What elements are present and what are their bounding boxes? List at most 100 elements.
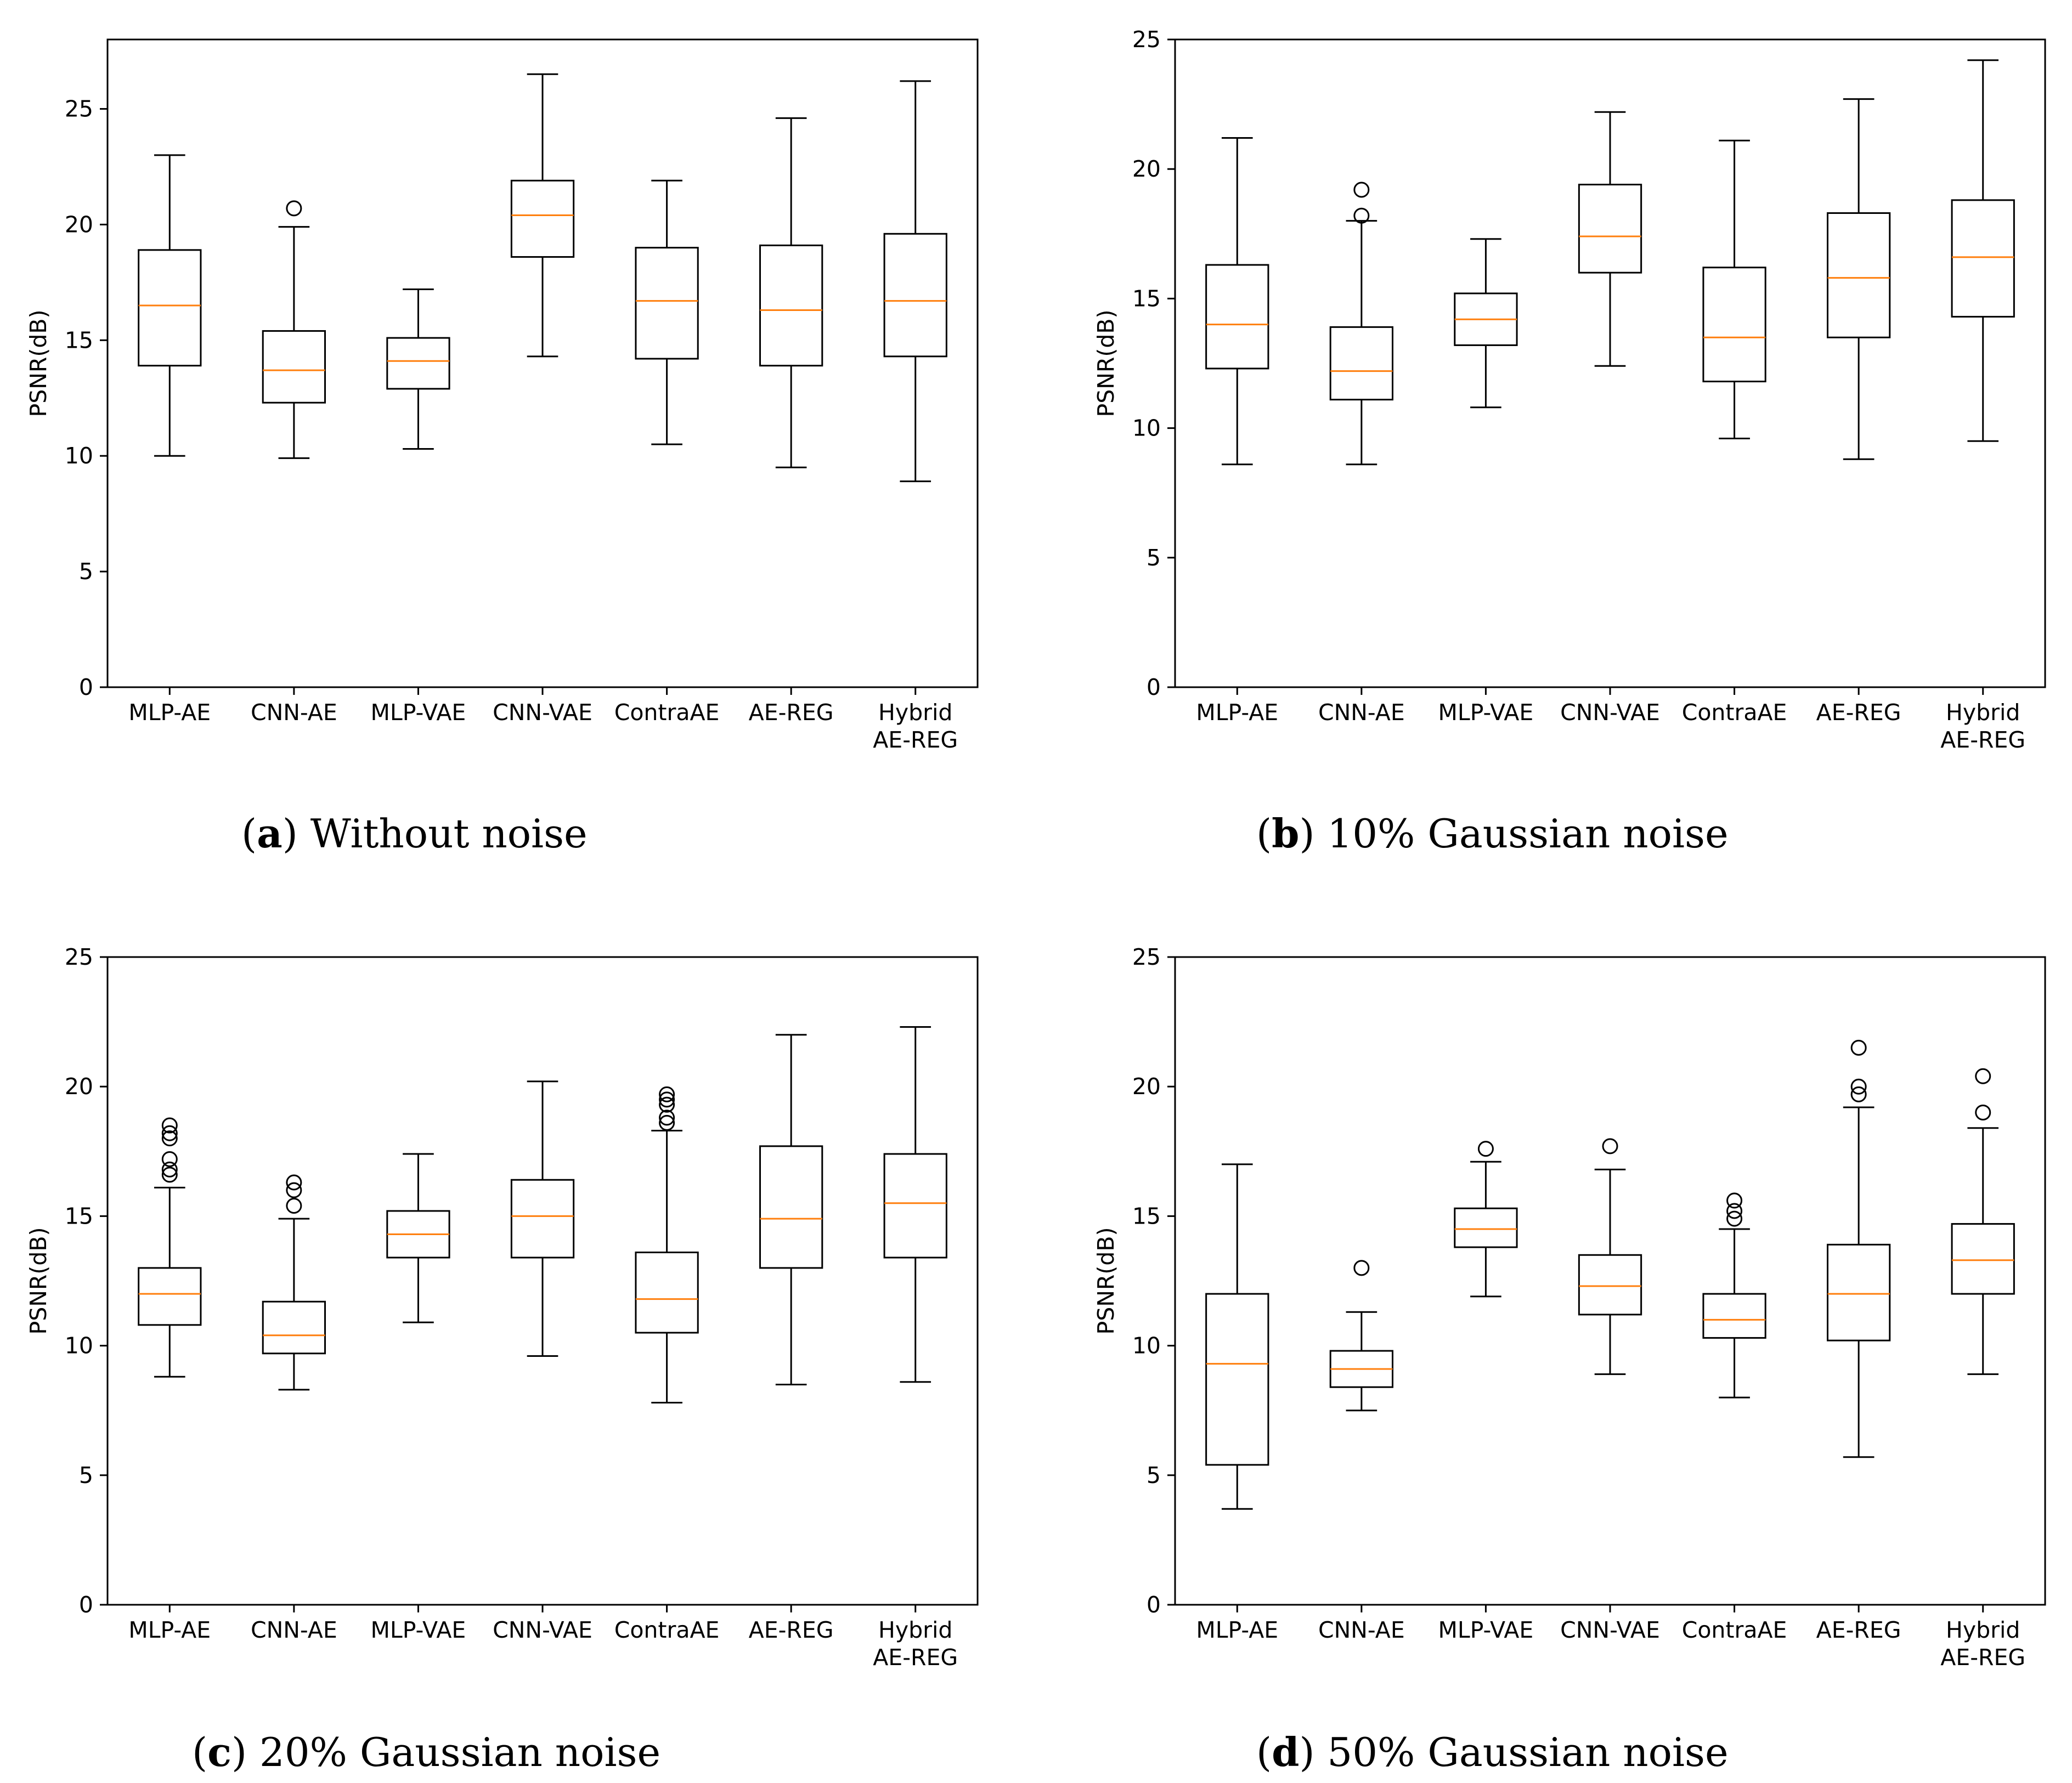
x-tick-label: ContraAE <box>1682 1617 1787 1643</box>
x-tick-label: AE-REG <box>749 699 834 726</box>
box-6 <box>1951 1068 2015 1376</box>
y-tick-label: 15 <box>65 1203 93 1229</box>
box-body <box>883 1153 947 1259</box>
y-axis-label: PSNR(dB) <box>25 309 52 417</box>
panel-caption: (c) 20% Gaussian noise <box>192 1729 660 1775</box>
panel-caption: (b) 10% Gaussian noise <box>1256 810 1729 857</box>
x-tick-label: CNN-VAE <box>1560 1617 1660 1643</box>
panels: 0 5 10 15 20 25 PSNR(dB) MLP-AE CNN-AE MLP-VAE CNN… <box>25 26 2046 1775</box>
box-body <box>635 247 699 360</box>
y-tick-label: 25 <box>1132 26 1161 53</box>
x-tick-label: Hybrid AE-REG <box>873 699 958 753</box>
box-6 <box>883 1026 947 1383</box>
x-tick-label: CNN-VAE <box>1560 699 1660 726</box>
x-tick-label: MLP-AE <box>128 699 211 726</box>
x-tick-label: Hybrid AE-REG <box>873 1617 958 1671</box>
y-tick-label: 10 <box>65 443 93 469</box>
box-2 <box>386 1153 450 1323</box>
y-tick-label: 5 <box>1147 545 1161 571</box>
y-tick-label: 0 <box>79 1592 93 1618</box>
y-tick-label: 20 <box>1132 156 1161 182</box>
y-tick-label: 20 <box>1132 1073 1161 1100</box>
outlier-point <box>161 1125 178 1141</box>
box-4 <box>635 179 699 445</box>
box-0 <box>138 1117 202 1378</box>
box-body <box>138 1267 202 1326</box>
y-tick-label: 15 <box>1132 285 1161 312</box>
box-body <box>1578 1254 1642 1316</box>
outlier-point <box>161 1117 178 1134</box>
box-body <box>635 1252 699 1334</box>
box-4 <box>1702 139 1766 439</box>
box-body <box>1454 1207 1518 1248</box>
y-tick-label: 0 <box>79 674 93 700</box>
y-tick-label: 5 <box>79 558 93 585</box>
outlier-point <box>1726 1210 1743 1227</box>
y-tick-label: 0 <box>1147 674 1161 700</box>
box-3 <box>510 1080 575 1357</box>
outlier-point <box>286 200 302 217</box>
box-1 <box>1329 1260 1394 1412</box>
box-2 <box>386 288 450 450</box>
x-tick-label: AE-REG <box>1816 1617 1901 1643</box>
box-body <box>1827 1243 1891 1342</box>
box-body <box>1205 1293 1269 1466</box>
box-3 <box>1578 1138 1642 1376</box>
outlier-point <box>1477 1141 1494 1157</box>
y-tick-label: 15 <box>65 327 93 353</box>
box-0 <box>1205 137 1269 466</box>
box-4 <box>1702 1192 1766 1399</box>
box-1 <box>262 200 326 459</box>
outlier-point <box>1353 182 1370 198</box>
box-6 <box>883 80 947 483</box>
outlier-point <box>161 1161 178 1178</box>
outlier-point <box>1602 1138 1618 1154</box>
box-5 <box>1827 1039 1891 1458</box>
x-tick-label: MLP-AE <box>1196 699 1278 726</box>
x-tick-label: MLP-VAE <box>371 699 466 726</box>
box-body <box>1702 267 1766 383</box>
chart-panel-a: 0 5 10 15 20 25 PSNR(dB) MLP-AE CNN-AE MLP-VAE CNN… <box>25 38 979 857</box>
x-tick-label: Hybrid AE-REG <box>1940 1617 2025 1671</box>
outlier-point <box>286 1198 302 1214</box>
box-body <box>1702 1293 1766 1339</box>
y-axis-label: PSNR(dB) <box>1093 309 1119 417</box>
box-body <box>1578 184 1642 274</box>
x-tick-label: AE-REG <box>749 1617 834 1643</box>
outlier-point <box>1726 1192 1743 1209</box>
x-tick-label: ContraAE <box>614 699 720 726</box>
y-tick-label: 10 <box>1132 1333 1161 1359</box>
box-body <box>386 337 450 390</box>
box-0 <box>138 154 202 457</box>
outlier-point <box>1850 1086 1867 1102</box>
box-body <box>262 1300 326 1355</box>
outlier-point <box>659 1096 675 1113</box>
box-body <box>883 233 947 358</box>
box-body <box>510 1179 575 1259</box>
outlier-point <box>659 1091 675 1108</box>
outlier-point <box>161 1130 178 1147</box>
outlier-point <box>1975 1068 1991 1084</box>
x-tick-label: CNN-AE <box>1318 1617 1405 1643</box>
chart-panel-c: 0 5 10 15 20 25 PSNR(dB) MLP-AE CNN-AE MLP-VAE CNN… <box>25 944 979 1775</box>
outlier-point <box>286 1182 302 1198</box>
box-body <box>1329 326 1394 401</box>
outlier-point <box>1726 1203 1743 1219</box>
outlier-point <box>1353 207 1370 224</box>
x-tick-label: ContraAE <box>614 1617 720 1643</box>
y-tick-label: 10 <box>65 1333 93 1359</box>
outlier-point <box>1850 1039 1867 1056</box>
y-tick-label: 10 <box>1132 415 1161 441</box>
box-body <box>1951 1223 2015 1295</box>
x-tick-label: CNN-VAE <box>493 699 592 726</box>
box-body <box>262 330 326 404</box>
box-1 <box>1329 182 1394 466</box>
y-tick-label: 5 <box>79 1462 93 1488</box>
box-3 <box>510 73 575 358</box>
box-1 <box>262 1174 326 1391</box>
box-5 <box>759 1034 823 1385</box>
x-tick-label: MLP-VAE <box>1438 699 1534 726</box>
x-tick-label: MLP-VAE <box>371 1617 466 1643</box>
x-tick-label: MLP-AE <box>128 1617 211 1643</box>
